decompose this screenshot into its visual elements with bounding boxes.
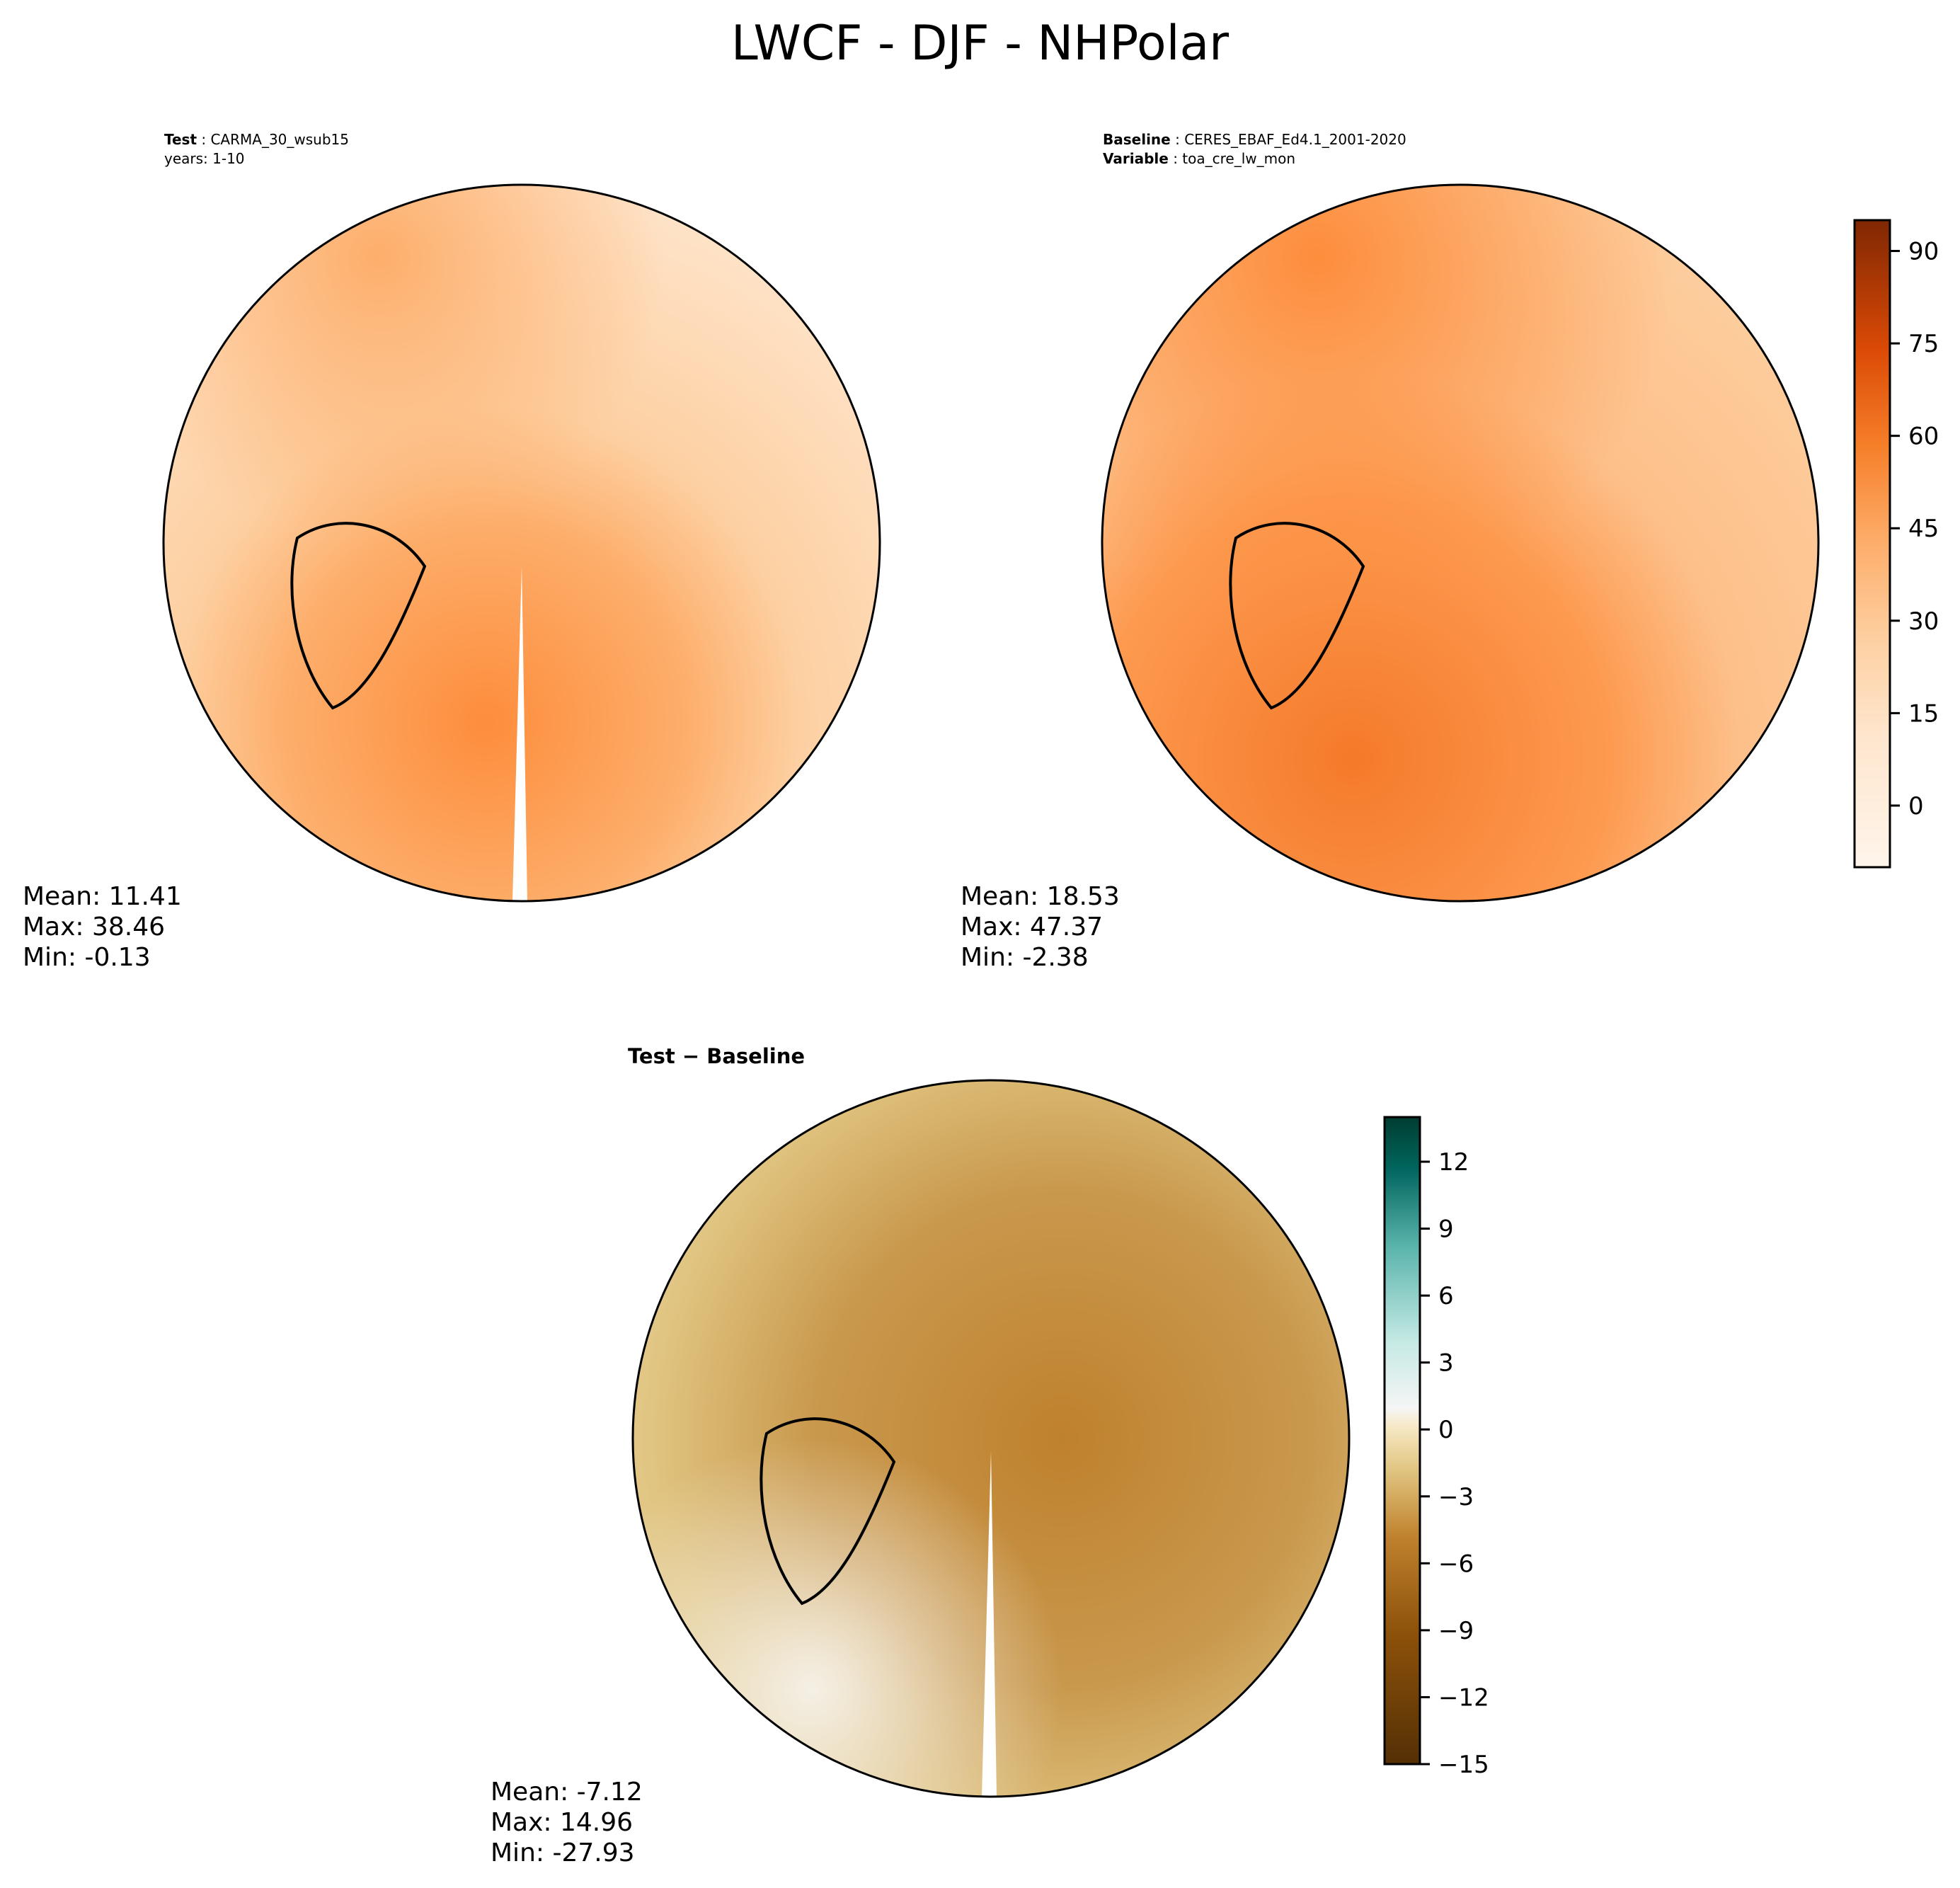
- colorbar-tick-label: 0: [1438, 1416, 1454, 1444]
- baseline-header: Baseline : CERES_EBAF_Ed4.1_2001-2020 Va…: [1103, 131, 1406, 167]
- colorbar-tick-label: 0: [1908, 792, 1924, 820]
- map-boundary: [1101, 183, 1820, 903]
- baseline-label: Baseline: [1103, 131, 1171, 148]
- diff-stats: Mean: -7.12 Max: 14.96 Min: -27.93: [491, 1777, 643, 1868]
- colorbar-tick-label: 3: [1438, 1349, 1454, 1378]
- baseline-name: CERES_EBAF_Ed4.1_2001-2020: [1184, 131, 1406, 148]
- colorbar-diff: 12 9 6 3 0 −3 −6 −9 −12 −15: [1383, 1116, 1489, 1779]
- colorbar-main: 90 75 60 45 30 15 0: [1853, 219, 1939, 869]
- greenland-coastline: [760, 1417, 896, 1606]
- baseline-stats: Mean: 18.53 Max: 47.37 Min: -2.38: [961, 881, 1120, 973]
- colorbar-tick-label: 9: [1438, 1215, 1454, 1244]
- test-name: CARMA_30_wsub15: [210, 131, 349, 148]
- colorbar-tick-label: −12: [1438, 1683, 1489, 1712]
- colorbar-tick-label: −6: [1438, 1550, 1474, 1578]
- greenland-coastline: [1229, 522, 1365, 710]
- colorbar-tick-label: 90: [1908, 238, 1939, 266]
- colorbar-tick-label: 45: [1908, 515, 1939, 543]
- colorbar-tick-label: 30: [1908, 607, 1939, 636]
- colorbar-tick-label: 75: [1908, 330, 1939, 358]
- test-map: [162, 183, 881, 903]
- colorbar-tick-label: −15: [1438, 1751, 1489, 1779]
- missing-data-wedge: [512, 566, 527, 901]
- colorbar-tick-label: 12: [1438, 1148, 1469, 1177]
- test-max: Max: 38.46: [23, 912, 166, 942]
- missing-data-wedge: [982, 1451, 997, 1797]
- colorbar-tick-label: −3: [1438, 1483, 1474, 1511]
- diff-min: Min: -27.93: [491, 1838, 635, 1867]
- diff-title: Test − Baseline: [628, 1044, 806, 1068]
- diff-max: Max: 14.96: [491, 1808, 634, 1837]
- test-min: Min: -0.13: [23, 943, 151, 972]
- baseline-min: Min: -2.38: [961, 943, 1089, 972]
- baseline-max: Max: 47.37: [961, 912, 1104, 942]
- test-label: Test: [164, 131, 197, 148]
- colorbar-tick-label: −9: [1438, 1617, 1474, 1645]
- colorbar-tick-label: 60: [1908, 423, 1939, 451]
- baseline-map: [1101, 183, 1820, 903]
- baseline-mean: Mean: 18.53: [961, 882, 1120, 911]
- test-stats: Mean: 11.41 Max: 38.46 Min: -0.13: [23, 881, 182, 973]
- figure-title: LWCF - DJF - NHPolar: [730, 16, 1230, 71]
- test-years: years: 1-10: [164, 150, 245, 167]
- map-boundary: [162, 183, 881, 903]
- colorbar-tick-label: 15: [1908, 699, 1939, 728]
- test-header: Test : CARMA_30_wsub15 years: 1-10: [164, 131, 349, 167]
- colorbar-tick-label: 6: [1438, 1282, 1454, 1310]
- variable-name: toa_cre_lw_mon: [1182, 150, 1296, 167]
- greenland-coastline: [290, 522, 427, 710]
- diff-map: [631, 1079, 1351, 1798]
- map-boundary: [631, 1079, 1351, 1798]
- diff-mean: Mean: -7.12: [491, 1778, 643, 1807]
- test-mean: Mean: 11.41: [23, 882, 182, 911]
- variable-label: Variable: [1103, 150, 1169, 167]
